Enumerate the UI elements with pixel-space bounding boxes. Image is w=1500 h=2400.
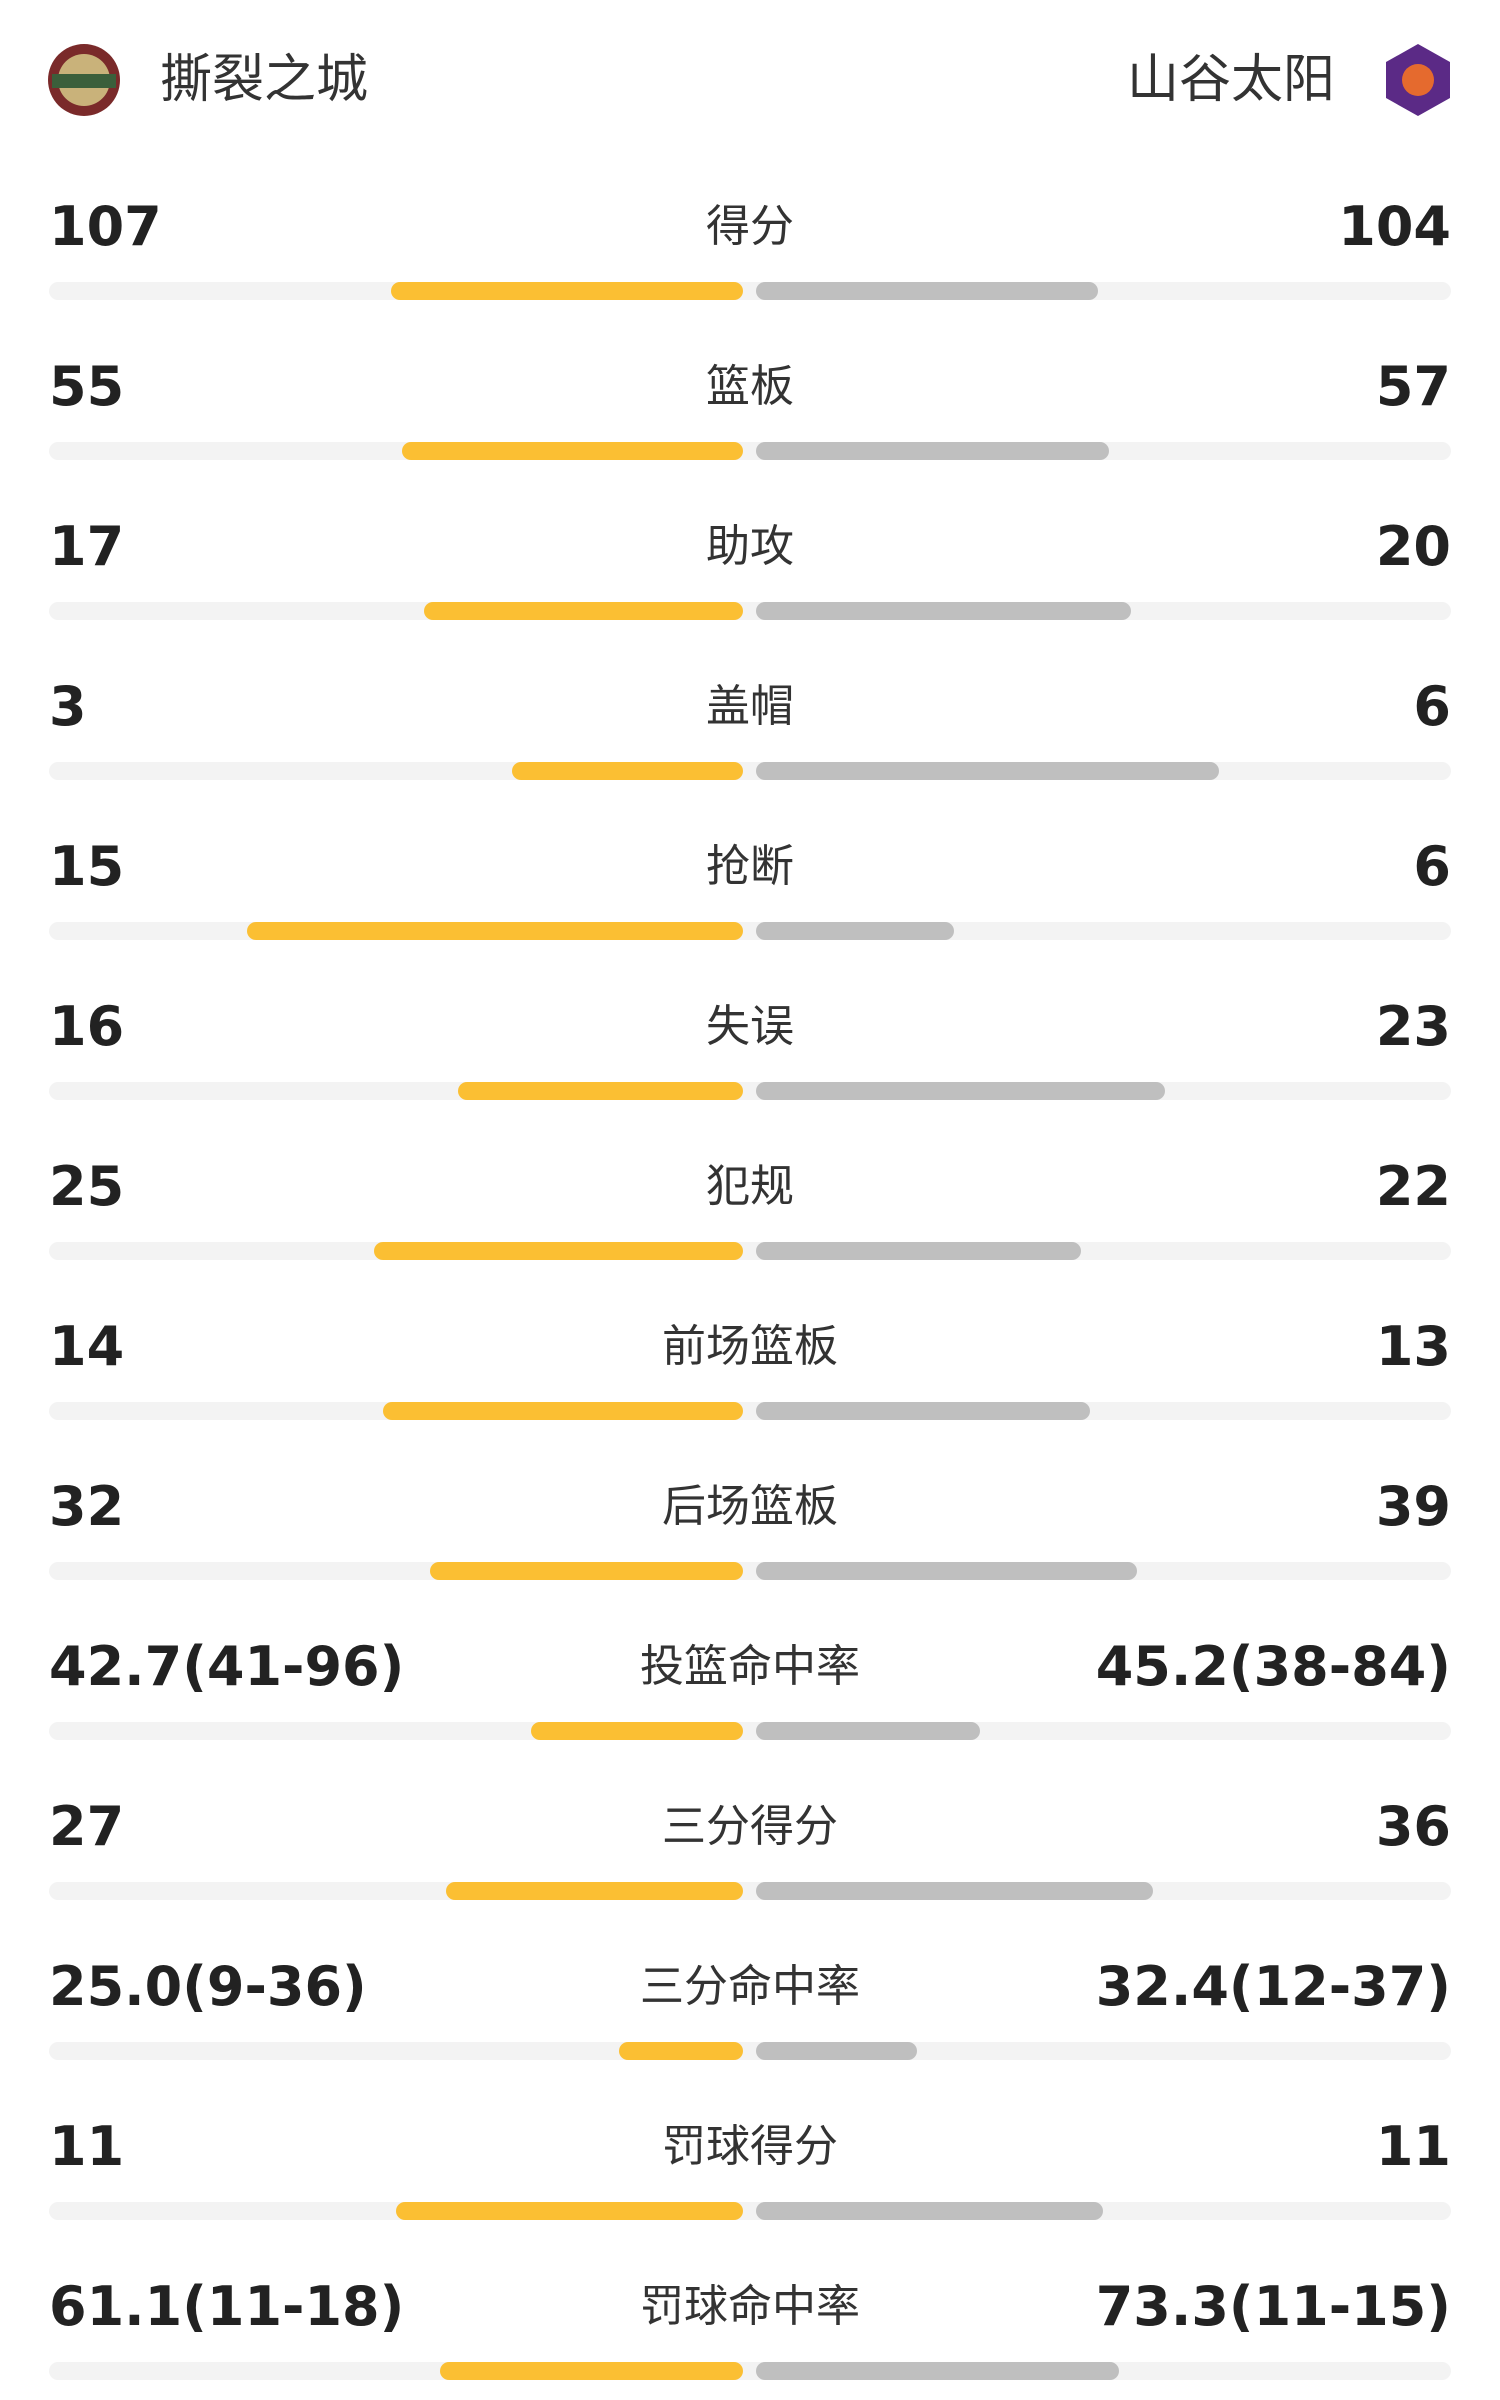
- stat-name: 投篮命中率: [640, 1641, 860, 1692]
- away-bar: [756, 1242, 1081, 1260]
- away-team: 山谷太阳: [1126, 50, 1335, 110]
- home-value: 42.7(41-96): [49, 1635, 405, 1698]
- home-value: 25.0(9-36): [49, 1955, 367, 2018]
- stat-name: 助攻: [706, 521, 794, 572]
- bar-track: [49, 1082, 1451, 1100]
- away-value: 36: [1375, 1795, 1451, 1858]
- away-logo: [1386, 44, 1450, 116]
- stat-name: 抢断: [706, 841, 794, 892]
- away-value: 13: [1375, 1315, 1451, 1378]
- bar-track: [49, 1562, 1451, 1580]
- home-bar: [430, 1562, 743, 1580]
- away-bar: [756, 1402, 1091, 1420]
- stat-name: 后场篮板: [662, 1481, 838, 1532]
- away-value: 45.2(38-84): [1095, 1635, 1451, 1698]
- home-value: 32: [49, 1475, 125, 1538]
- away-value: 23: [1375, 995, 1451, 1058]
- away-bar: [756, 922, 955, 940]
- home-value: 11: [49, 2115, 125, 2178]
- home-bar: [511, 762, 743, 780]
- home-bar: [424, 602, 743, 620]
- bar-track: [49, 1242, 1451, 1260]
- away-bar: [756, 2202, 1103, 2220]
- away-value: 11: [1375, 2115, 1451, 2178]
- home-bar: [619, 2042, 743, 2060]
- home-bar: [402, 442, 743, 460]
- home-logo: [48, 44, 120, 116]
- home-bar: [458, 1082, 743, 1100]
- home-bar: [391, 282, 743, 300]
- bar-track: [49, 2042, 1451, 2060]
- away-value: 39: [1375, 1475, 1451, 1538]
- bar-track: [49, 2202, 1451, 2220]
- stat-name: 罚球命中率: [640, 2281, 860, 2332]
- bar-track: [49, 1882, 1451, 1900]
- stat-name: 前场篮板: [662, 1321, 838, 1372]
- home-value: 55: [49, 355, 125, 418]
- stat-name: 篮板: [706, 361, 794, 412]
- away-value: 73.3(11-15): [1095, 2275, 1451, 2338]
- away-value: 104: [1338, 195, 1451, 258]
- bar-track: [49, 2362, 1451, 2380]
- bar-track: [49, 762, 1451, 780]
- home-value: 3: [49, 675, 87, 738]
- away-bar: [756, 282, 1099, 300]
- home-bar: [383, 1402, 743, 1420]
- away-bar: [756, 2042, 917, 2060]
- away-value: 32.4(12-37): [1095, 1955, 1451, 2018]
- bar-track: [49, 1402, 1451, 1420]
- away-value: 22: [1375, 1155, 1451, 1218]
- bar-track: [49, 442, 1451, 460]
- away-value: 57: [1375, 355, 1451, 418]
- home-value: 61.1(11-18): [49, 2275, 405, 2338]
- home-bar: [247, 922, 743, 940]
- home-value: 15: [49, 835, 125, 898]
- home-bar: [445, 1882, 743, 1900]
- away-bar: [756, 1722, 981, 1740]
- home-bar: [531, 1722, 743, 1740]
- home-team: 撕裂之城: [160, 50, 369, 110]
- stat-name: 犯规: [706, 1161, 794, 1212]
- bar-track: [49, 1722, 1451, 1740]
- stat-name: 罚球得分: [662, 2121, 838, 2172]
- stat-name: 得分: [706, 201, 794, 252]
- bar-track: [49, 282, 1451, 300]
- stat-name: 三分命中率: [640, 1961, 860, 2012]
- away-bar: [756, 602, 1132, 620]
- away-bar: [756, 1082, 1166, 1100]
- stat-name: 盖帽: [706, 681, 794, 732]
- home-bar: [373, 1242, 743, 1260]
- home-bar: [396, 2202, 743, 2220]
- away-bar: [756, 442, 1110, 460]
- home-value: 25: [49, 1155, 125, 1218]
- home-value: 16: [49, 995, 125, 1058]
- away-value: 6: [1413, 675, 1451, 738]
- away-bar: [756, 1882, 1153, 1900]
- away-value: 6: [1413, 835, 1451, 898]
- bar-track: [49, 602, 1451, 620]
- stat-name: 三分得分: [662, 1801, 838, 1852]
- away-bar: [756, 2362, 1120, 2380]
- home-value: 17: [49, 515, 125, 578]
- away-value: 20: [1375, 515, 1451, 578]
- home-value: 27: [49, 1795, 125, 1858]
- away-bar: [756, 1562, 1138, 1580]
- away-bar: [756, 762, 1219, 780]
- stat-name: 失误: [706, 1001, 794, 1052]
- home-value: 14: [49, 1315, 125, 1378]
- home-value: 107: [49, 195, 162, 258]
- home-bar: [440, 2362, 743, 2380]
